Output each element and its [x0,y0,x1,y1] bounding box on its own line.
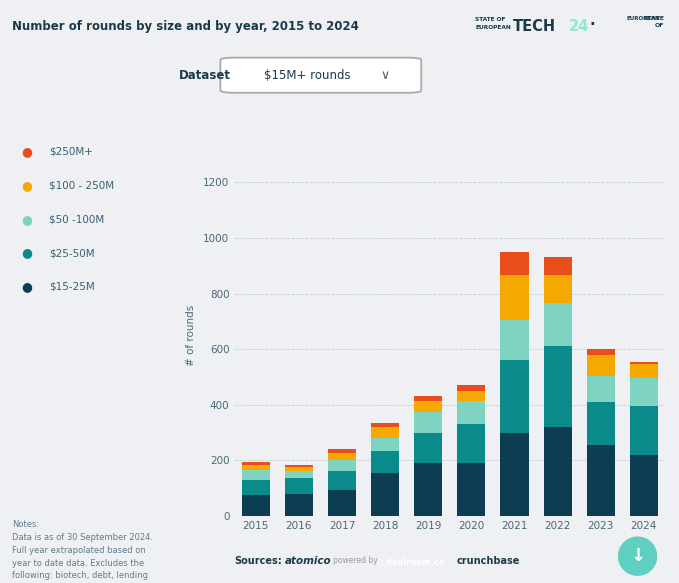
Text: Sources:: Sources: [234,556,282,566]
Bar [500,433,528,516]
Text: STATE OF: STATE OF [475,17,506,23]
Text: crunchbase: crunchbase [456,556,519,566]
Text: ●: ● [22,179,33,192]
Text: STATE: STATE [643,16,664,22]
Bar [328,454,356,461]
Bar [371,427,399,438]
Bar [285,468,313,472]
Bar [285,472,313,479]
Bar [587,445,614,516]
Text: ●: ● [22,213,33,226]
Text: $50 -100M: $50 -100M [49,214,104,224]
Text: ⬛ dealroom.co: ⬛ dealroom.co [378,557,445,566]
Bar [630,378,658,406]
Text: Number of rounds by size and by year, 2015 to 2024: Number of rounds by size and by year, 20… [12,20,359,33]
Bar [500,360,528,433]
Bar [371,438,399,451]
Bar [371,451,399,473]
Bar [458,401,485,424]
Text: $250M+: $250M+ [49,146,93,157]
Bar [285,494,313,516]
Text: ●: ● [22,280,33,293]
Bar [587,354,614,375]
Bar [544,346,572,427]
Bar [458,424,485,463]
Bar [285,465,313,468]
Bar [328,449,356,454]
Circle shape [619,537,657,575]
Text: Dataset: Dataset [179,69,231,82]
Bar [630,455,658,516]
Bar [630,406,658,455]
Bar [285,479,313,494]
Bar [500,252,528,275]
Bar [414,396,442,401]
Text: $15-25M: $15-25M [49,282,94,292]
Bar [544,275,572,303]
Bar [242,470,270,480]
Text: ∨: ∨ [380,69,390,82]
Text: $100 - 250M: $100 - 250M [49,180,114,191]
Text: $15M+ rounds: $15M+ rounds [263,69,350,82]
Bar [458,391,485,401]
Bar [630,364,658,378]
Text: atomico: atomico [285,556,332,566]
Bar [414,401,442,412]
Text: TECH: TECH [513,19,556,34]
Text: 24: 24 [569,19,589,34]
Text: powered by: powered by [333,556,378,566]
Bar [587,349,614,354]
Text: EUROPEAN: EUROPEAN [475,25,511,30]
Text: Notes:
Data is as of 30 September 2024.
Full year extrapolated based on
year to : Notes: Data is as of 30 September 2024. … [12,520,153,583]
Bar [414,412,442,433]
Bar [544,427,572,516]
Bar [630,361,658,364]
Bar [414,433,442,463]
Text: $25-50M: $25-50M [49,248,94,258]
Bar [414,463,442,516]
Text: ●: ● [22,145,33,158]
Bar [242,462,270,465]
Bar [242,480,270,495]
Text: OF: OF [655,23,664,29]
Bar [328,461,356,472]
Bar [242,495,270,516]
Text: ·: · [589,17,595,33]
Bar [328,472,356,490]
Bar [328,490,356,516]
Bar [371,423,399,427]
FancyBboxPatch shape [221,58,421,93]
Bar [371,473,399,516]
Text: ↓: ↓ [630,547,645,565]
Bar [500,320,528,360]
Bar [458,385,485,391]
Y-axis label: # of rounds: # of rounds [186,304,196,366]
Bar [500,275,528,320]
Bar [587,402,614,445]
Bar [544,303,572,346]
Text: ●: ● [22,247,33,259]
Bar [242,465,270,470]
Bar [458,463,485,516]
Text: EUROPEAN: EUROPEAN [627,16,661,22]
Bar [587,375,614,402]
Bar [544,257,572,275]
